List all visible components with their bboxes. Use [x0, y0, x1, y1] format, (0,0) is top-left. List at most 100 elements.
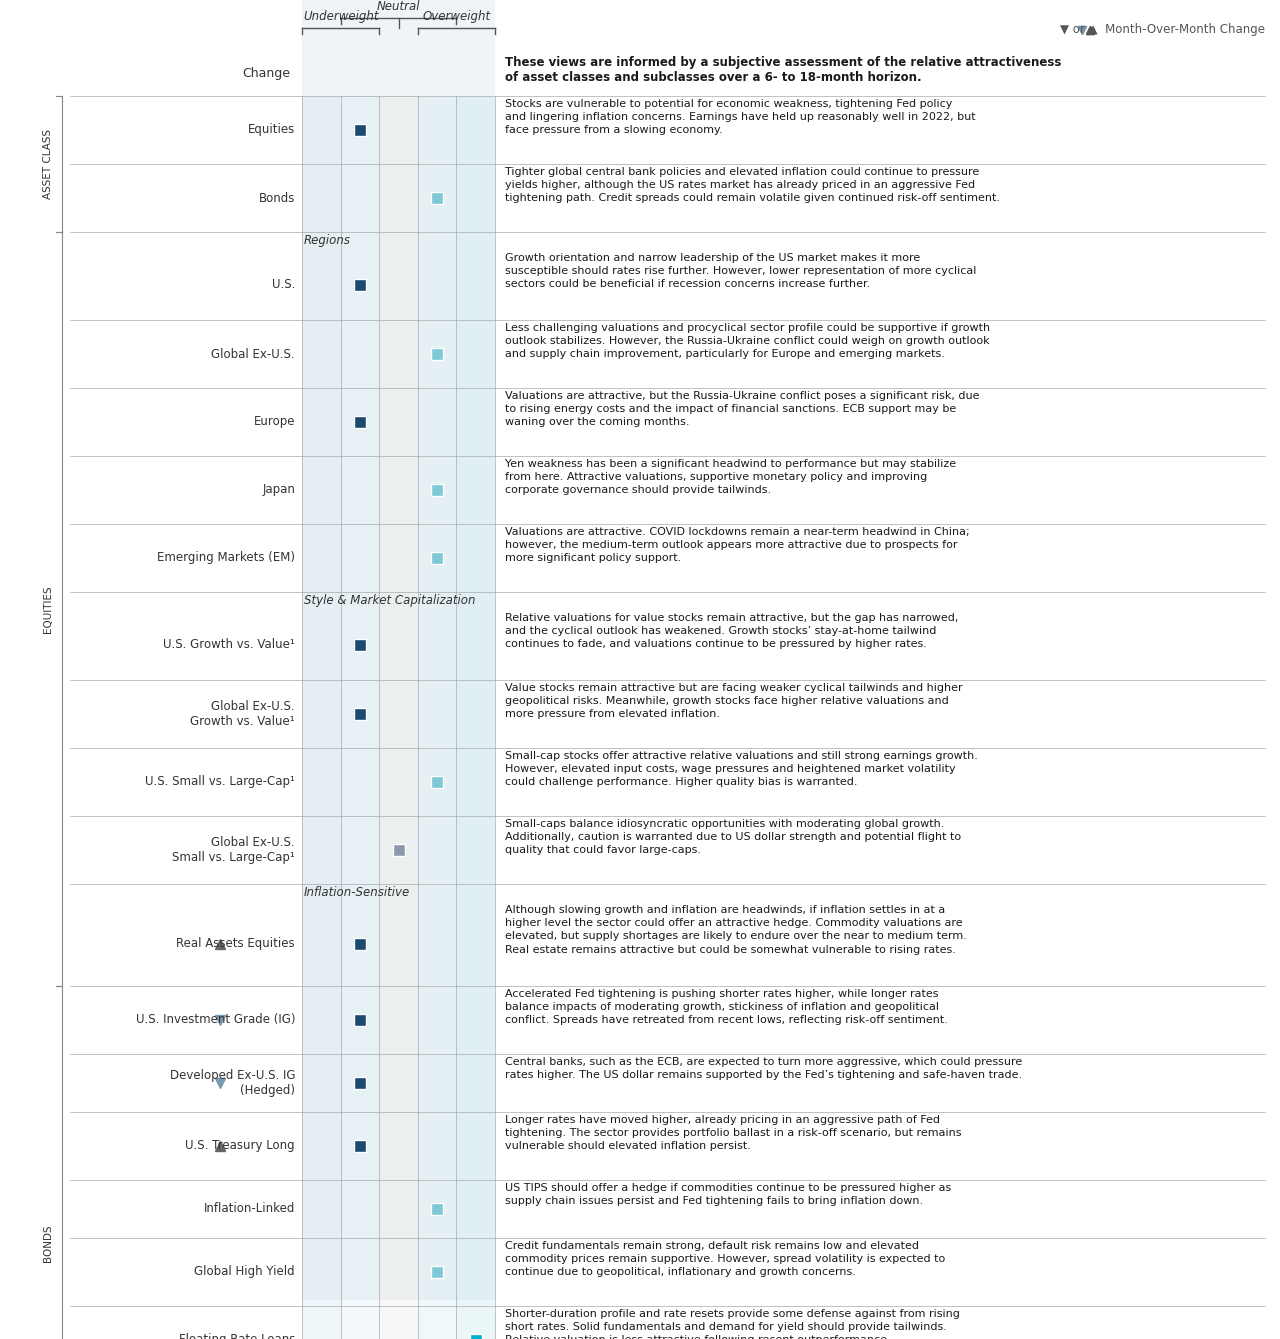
Bar [340, 592, 379, 680]
Text: U.S. Growth vs. Value¹: U.S. Growth vs. Value¹ [164, 639, 294, 652]
Bar [302, 96, 340, 163]
Text: Growth orientation and narrow leadership of the US market makes it more
suscepti: Growth orientation and narrow leadership… [506, 253, 977, 289]
Bar [431, 777, 443, 787]
Bar [340, 680, 379, 749]
Text: Europe: Europe [253, 415, 294, 428]
Text: These views are informed by a subjective assessment of the relative attractivene: These views are informed by a subjective… [506, 56, 1061, 84]
Bar [431, 348, 443, 360]
Bar [431, 483, 443, 495]
Text: Accelerated Fed tightening is pushing shorter rates higher, while longer rates
b: Accelerated Fed tightening is pushing sh… [506, 990, 948, 1026]
Bar [417, 986, 457, 1054]
Bar [379, 320, 417, 388]
Bar [302, 457, 340, 524]
Bar [457, 1239, 495, 1306]
Bar [417, 96, 457, 163]
Bar [431, 1265, 443, 1277]
Bar [302, 986, 340, 1054]
Bar [417, 1239, 457, 1306]
Bar [302, 232, 340, 320]
Bar [340, 1239, 379, 1306]
Bar [431, 1202, 443, 1214]
Text: EQUITIES: EQUITIES [44, 585, 52, 633]
Bar [457, 55, 495, 92]
Bar [379, 749, 417, 815]
Bar [457, 592, 495, 680]
Bar [457, 388, 495, 457]
Bar [302, 815, 340, 884]
Bar [340, 1054, 379, 1111]
Bar [379, 232, 417, 320]
Text: Global High Yield: Global High Yield [195, 1265, 294, 1279]
Text: Valuations are attractive, but the Russia-Ukraine conflict poses a significant r: Valuations are attractive, but the Russi… [506, 391, 979, 427]
Text: Small-cap stocks offer attractive relative valuations and still strong earnings : Small-cap stocks offer attractive relati… [506, 751, 978, 787]
Text: ASSET CLASS: ASSET CLASS [44, 129, 52, 200]
Bar [457, 96, 495, 163]
Bar [457, 320, 495, 388]
Bar [353, 939, 366, 949]
Bar [379, 388, 417, 457]
Text: Overweight: Overweight [422, 9, 490, 23]
Bar [340, 884, 379, 986]
Bar [457, 1111, 495, 1180]
Bar [379, 815, 417, 884]
Text: Emerging Markets (EM): Emerging Markets (EM) [157, 552, 294, 565]
Text: Underweight: Underweight [303, 9, 379, 23]
Text: Small-caps balance idiosyncratic opportunities with moderating global growth.
Ad: Small-caps balance idiosyncratic opportu… [506, 819, 961, 856]
Bar [379, 1054, 417, 1111]
Bar [340, 457, 379, 524]
Bar [302, 884, 340, 986]
Bar [340, 388, 379, 457]
Bar [379, 1239, 417, 1306]
Bar [353, 279, 366, 291]
Bar [457, 749, 495, 815]
Text: U.S. Small vs. Large-Cap¹: U.S. Small vs. Large-Cap¹ [145, 775, 294, 789]
Bar [457, 884, 495, 986]
Text: Inflation-Sensitive: Inflation-Sensitive [305, 886, 411, 898]
Bar [340, 524, 379, 592]
Bar [379, 55, 417, 92]
Bar [353, 639, 366, 651]
Bar [379, 986, 417, 1054]
Bar [353, 416, 366, 428]
Bar [353, 708, 366, 720]
Bar [340, 320, 379, 388]
Bar [340, 96, 379, 163]
Bar [379, 524, 417, 592]
Bar [340, 1111, 379, 1180]
Text: Change: Change [242, 67, 291, 80]
Bar [417, 1111, 457, 1180]
Bar [417, 232, 457, 320]
Text: Central banks, such as the ECB, are expected to turn more aggressive, which coul: Central banks, such as the ECB, are expe… [506, 1056, 1023, 1081]
Bar [302, 320, 340, 388]
Bar [353, 1077, 366, 1089]
Bar [417, 749, 457, 815]
Bar [353, 1014, 366, 1026]
Text: Value stocks remain attractive but are facing weaker cyclical tailwinds and high: Value stocks remain attractive but are f… [506, 683, 963, 719]
Bar [302, 1111, 340, 1180]
Text: Stocks are vulnerable to potential for economic weakness, tightening Fed policy
: Stocks are vulnerable to potential for e… [506, 99, 975, 135]
Text: BONDS: BONDS [44, 1224, 52, 1261]
Bar [340, 815, 379, 884]
Bar [302, 749, 340, 815]
Bar [417, 524, 457, 592]
Bar [340, 1180, 379, 1239]
Bar [457, 815, 495, 884]
Bar [457, 457, 495, 524]
Bar [379, 680, 417, 749]
Bar [353, 1139, 366, 1152]
Bar [302, 524, 340, 592]
Text: Yen weakness has been a significant headwind to performance but may stabilize
fr: Yen weakness has been a significant head… [506, 459, 956, 495]
Bar [302, 388, 340, 457]
Bar [340, 232, 379, 320]
Bar [302, 680, 340, 749]
Bar [457, 1306, 495, 1339]
Bar [302, 163, 340, 232]
Bar [302, 1239, 340, 1306]
Bar [302, 592, 340, 680]
Bar [417, 815, 457, 884]
Bar [340, 749, 379, 815]
Bar [379, 1306, 417, 1339]
Text: Bonds: Bonds [259, 191, 294, 205]
Text: Style & Market Capitalization: Style & Market Capitalization [305, 595, 475, 607]
Text: Although slowing growth and inflation are headwinds, if inflation settles in at : Although slowing growth and inflation ar… [506, 905, 966, 955]
